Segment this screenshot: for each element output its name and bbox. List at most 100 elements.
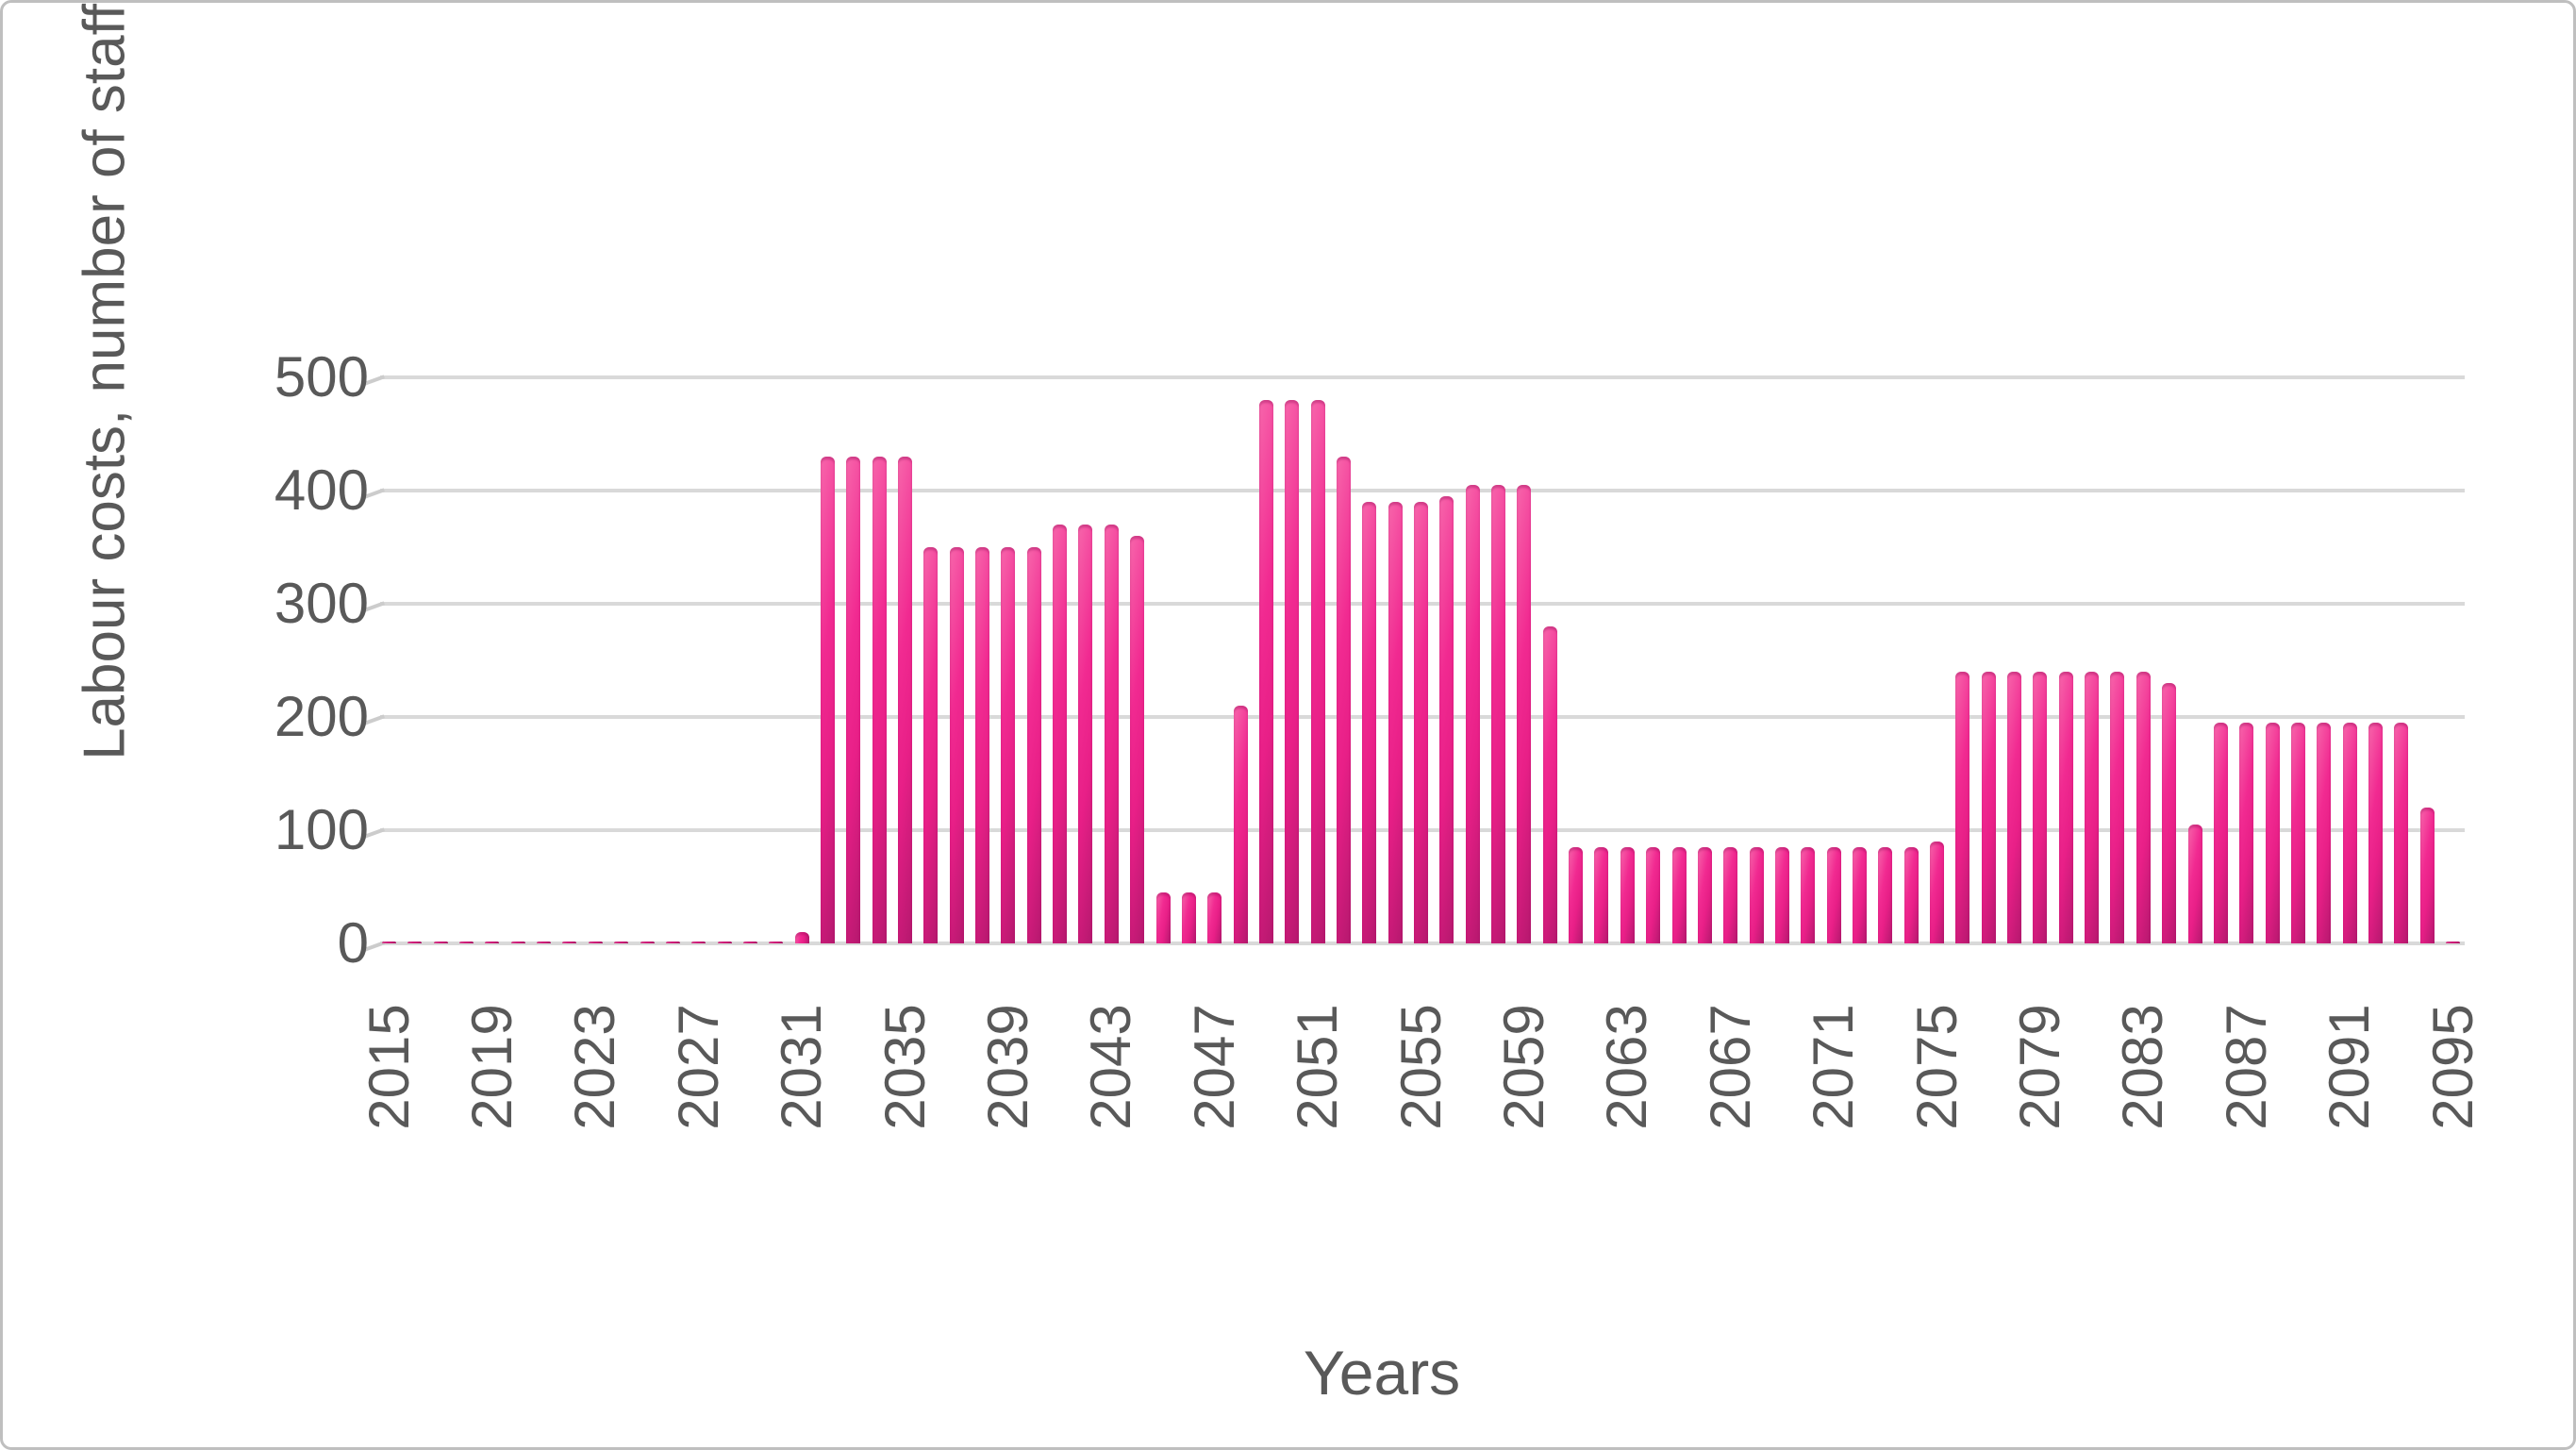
bar-2053 bbox=[1362, 502, 1377, 943]
x-tick-label-2023: 2023 bbox=[563, 1004, 627, 1130]
x-tick-label-2055: 2055 bbox=[1388, 1004, 1453, 1130]
bar-2070 bbox=[1801, 847, 1816, 943]
bar-2035 bbox=[898, 457, 912, 943]
bar-2056 bbox=[1439, 496, 1454, 943]
bar-2028 bbox=[717, 941, 732, 943]
bar-2030 bbox=[769, 941, 784, 943]
bar-2020 bbox=[510, 941, 525, 943]
y-tick-label-300: 300 bbox=[274, 572, 369, 636]
bar-2063 bbox=[1620, 847, 1635, 943]
bar-2088 bbox=[2265, 723, 2280, 943]
x-tick-label-2027: 2027 bbox=[666, 1004, 730, 1130]
bar-2042 bbox=[1078, 525, 1093, 943]
x-tick-label-2079: 2079 bbox=[2007, 1004, 2071, 1130]
bar-2078 bbox=[2007, 672, 2022, 943]
bar-2029 bbox=[742, 941, 757, 943]
bar-2090 bbox=[2317, 723, 2332, 943]
bar-2016 bbox=[407, 941, 423, 943]
x-tick-label-2075: 2075 bbox=[1904, 1004, 1969, 1130]
gridline-400 bbox=[380, 489, 2465, 493]
bar-2079 bbox=[2033, 672, 2048, 943]
bar-2059 bbox=[1517, 485, 1532, 943]
bar-2083 bbox=[2136, 672, 2151, 943]
x-tick-label-2015: 2015 bbox=[357, 1004, 421, 1130]
bar-2024 bbox=[614, 941, 629, 943]
y-tick-label-100: 100 bbox=[274, 798, 369, 862]
y-tick-label-200: 200 bbox=[274, 685, 369, 749]
bar-2052 bbox=[1336, 457, 1351, 943]
bar-2072 bbox=[1852, 847, 1867, 943]
bar-2076 bbox=[1955, 672, 1970, 943]
y-tick-label-400: 400 bbox=[274, 458, 369, 523]
bar-2060 bbox=[1542, 626, 1557, 943]
bar-2019 bbox=[485, 941, 500, 943]
bar-2081 bbox=[2085, 672, 2100, 943]
x-tick-label-2095: 2095 bbox=[2420, 1004, 2485, 1130]
bar-2032 bbox=[820, 457, 835, 943]
gridline-0 bbox=[380, 942, 2465, 945]
x-tick-label-2019: 2019 bbox=[459, 1004, 524, 1130]
bar-2039 bbox=[1001, 547, 1016, 943]
bar-2068 bbox=[1749, 847, 1764, 943]
bar-2034 bbox=[872, 457, 887, 943]
bar-2095 bbox=[2446, 941, 2460, 943]
y-axis-title: Labour costs, number of staff bbox=[72, 4, 138, 760]
bar-2047 bbox=[1207, 892, 1222, 943]
x-tick-label-2047: 2047 bbox=[1182, 1004, 1246, 1130]
x-tick-label-2063: 2063 bbox=[1595, 1004, 1659, 1130]
x-tick-label-2039: 2039 bbox=[975, 1004, 1039, 1130]
bar-2091 bbox=[2342, 723, 2357, 943]
bar-2089 bbox=[2290, 723, 2305, 943]
x-tick-label-2091: 2091 bbox=[2318, 1004, 2382, 1130]
bar-2025 bbox=[640, 941, 655, 943]
bar-2048 bbox=[1233, 706, 1248, 943]
x-tick-label-2071: 2071 bbox=[1802, 1004, 1866, 1130]
bar-2033 bbox=[846, 457, 861, 943]
bar-2046 bbox=[1181, 892, 1196, 943]
bar-2075 bbox=[1930, 842, 1944, 943]
x-tick-label-2035: 2035 bbox=[873, 1004, 937, 1130]
bar-2017 bbox=[433, 941, 448, 943]
x-tick-label-2051: 2051 bbox=[1286, 1004, 1350, 1130]
bar-2065 bbox=[1671, 847, 1687, 943]
bar-2036 bbox=[923, 547, 939, 943]
bar-2058 bbox=[1491, 485, 1506, 943]
bar-2018 bbox=[459, 941, 474, 943]
bar-2049 bbox=[1258, 400, 1273, 943]
bar-2061 bbox=[1569, 847, 1584, 943]
bar-2080 bbox=[2058, 672, 2073, 943]
bar-2038 bbox=[975, 547, 990, 943]
bar-2041 bbox=[1053, 525, 1068, 943]
bar-2086 bbox=[2213, 723, 2228, 943]
bar-2094 bbox=[2419, 808, 2435, 943]
y-tick-label-500: 500 bbox=[274, 345, 369, 409]
bar-2077 bbox=[1981, 672, 1996, 943]
bar-2051 bbox=[1310, 400, 1325, 943]
x-tick-label-2083: 2083 bbox=[2111, 1004, 2175, 1130]
x-tick-label-2087: 2087 bbox=[2214, 1004, 2278, 1130]
bar-2054 bbox=[1388, 502, 1403, 943]
bar-2023 bbox=[588, 941, 603, 943]
bar-2093 bbox=[2394, 723, 2409, 943]
bar-2069 bbox=[1774, 847, 1789, 943]
bar-2087 bbox=[2239, 723, 2254, 943]
bar-2027 bbox=[691, 941, 706, 943]
bar-2045 bbox=[1155, 892, 1171, 943]
bar-2050 bbox=[1285, 400, 1300, 943]
bar-2064 bbox=[1646, 847, 1661, 943]
bar-2055 bbox=[1414, 502, 1428, 943]
bar-2031 bbox=[794, 932, 809, 943]
bar-2015 bbox=[382, 941, 396, 943]
x-tick-label-2043: 2043 bbox=[1079, 1004, 1143, 1130]
bar-2022 bbox=[562, 941, 577, 943]
bar-2062 bbox=[1594, 847, 1609, 943]
bar-2040 bbox=[1026, 547, 1041, 943]
bar-2057 bbox=[1465, 485, 1480, 943]
gridline-500 bbox=[380, 375, 2465, 380]
bar-2071 bbox=[1826, 847, 1841, 943]
bar-2037 bbox=[949, 547, 964, 943]
bar-2021 bbox=[537, 941, 552, 943]
x-axis-title: Years bbox=[1303, 1338, 1461, 1408]
bar-2074 bbox=[1903, 847, 1919, 943]
